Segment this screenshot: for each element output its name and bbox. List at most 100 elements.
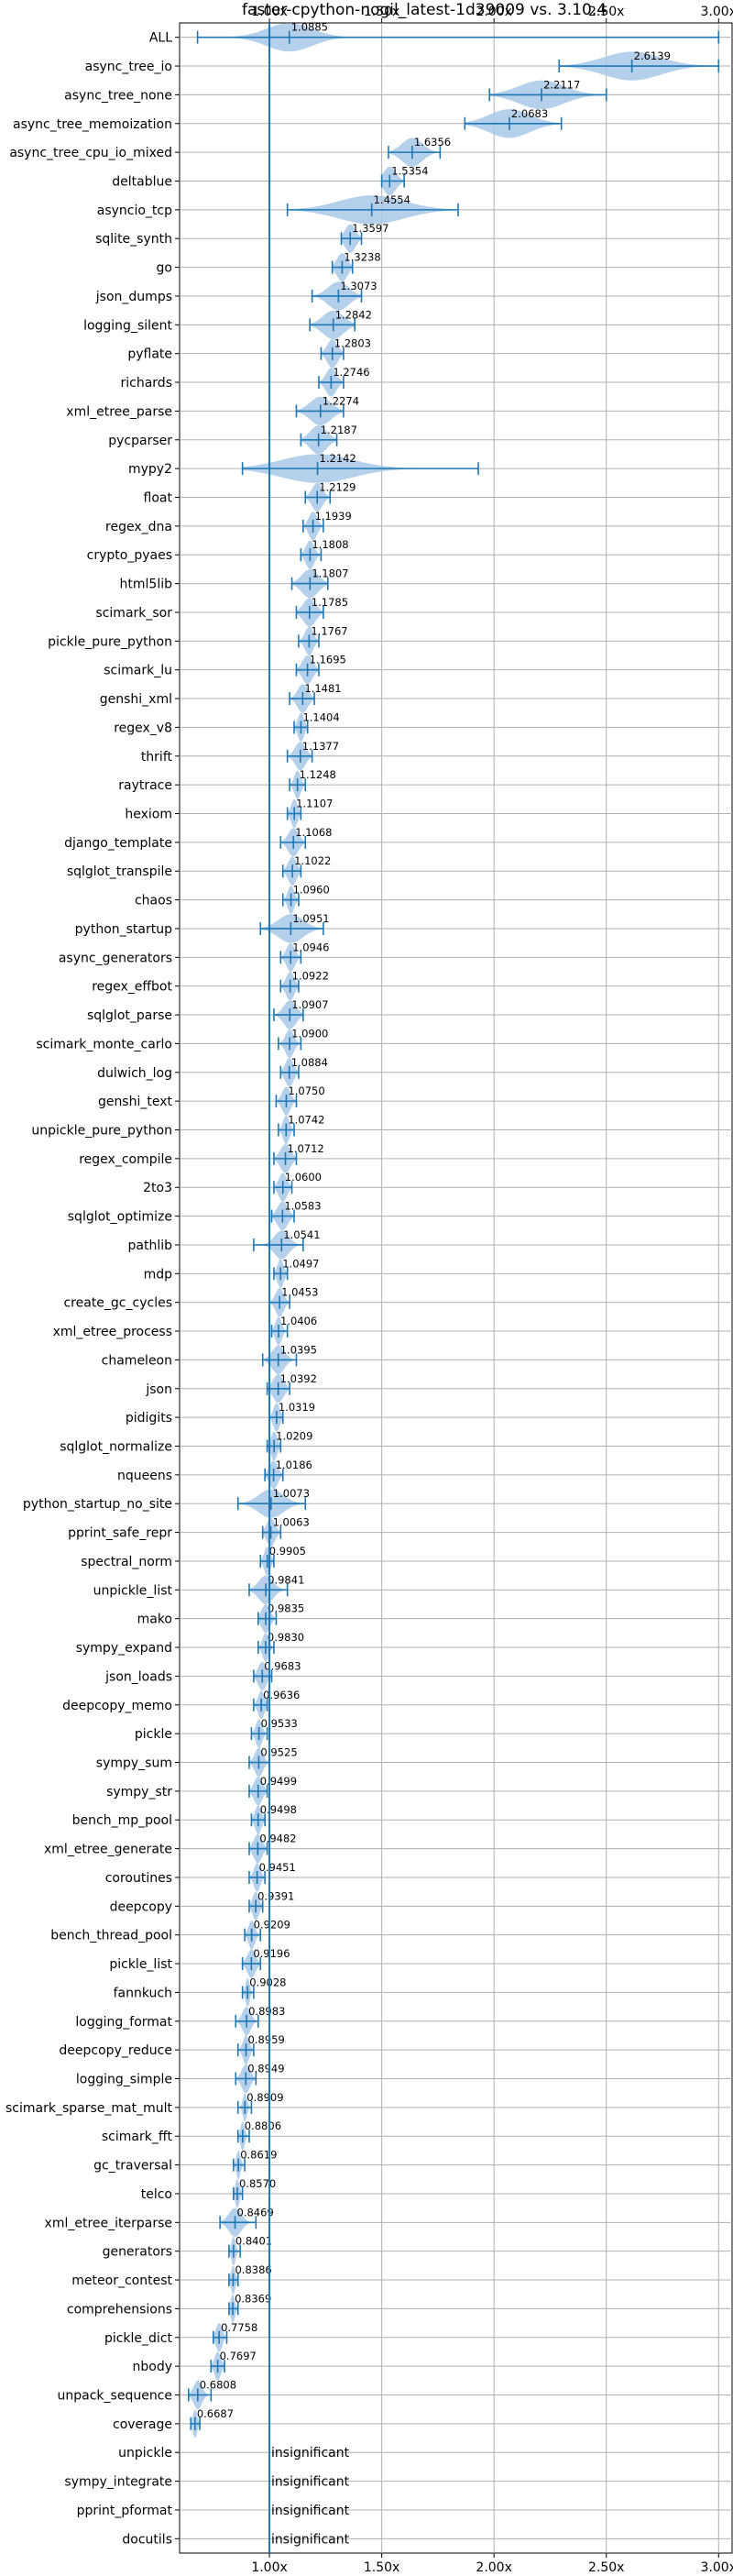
- violin-richards: 1.2746: [318, 366, 370, 397]
- benchmark-name: sympy_expand: [76, 1641, 172, 1656]
- benchmark-name: nbody: [133, 2360, 173, 2374]
- benchmark-name: json_loads: [104, 1669, 172, 1684]
- violin-genshi_xml: 1.1481: [289, 682, 342, 713]
- benchmark-name: generators: [103, 2245, 172, 2260]
- benchmark-name: unpickle_list: [93, 1583, 173, 1598]
- value-label: 1.1022: [294, 854, 331, 867]
- violin-unpack_sequence: 0.6808: [188, 2379, 236, 2410]
- benchmark-name: genshi_xml: [100, 692, 172, 707]
- violin-mypy2: 1.2142: [241, 452, 479, 483]
- value-label: 1.3073: [340, 280, 377, 292]
- benchmark-name: sqlite_synth: [95, 232, 172, 247]
- value-label: 1.0583: [284, 1200, 321, 1213]
- violin-meteor_contest: 0.8386: [228, 2263, 272, 2295]
- value-label: 1.0900: [291, 1027, 328, 1040]
- benchmark-name: async_tree_none: [64, 88, 172, 103]
- value-label: 0.6687: [197, 2407, 234, 2420]
- violin-coroutines: 0.9451: [248, 1861, 296, 1892]
- benchmark-name: async_tree_memoization: [13, 117, 172, 132]
- x-tick-label: 3.00x: [701, 5, 733, 19]
- violin-ALL: 1.0885: [196, 21, 720, 52]
- x-tick-label: 2.00x: [476, 2560, 511, 2575]
- violin-json: 1.0392: [266, 1372, 317, 1404]
- violin-python_startup: 1.0951: [259, 912, 330, 943]
- violin-regex_compile: 1.0712: [273, 1142, 324, 1173]
- violin-html5lib: 1.1807: [290, 567, 349, 599]
- benchmark-name: sqlglot_transpile: [67, 864, 172, 879]
- value-label: 1.0319: [279, 1401, 315, 1414]
- violin-logging_silent: 1.2842: [309, 308, 372, 339]
- value-label: 0.9683: [264, 1659, 301, 1672]
- benchmark-name: pickle_pure_python: [48, 634, 172, 649]
- value-label: 1.0946: [292, 941, 329, 953]
- value-label: 1.0884: [291, 1056, 328, 1069]
- benchmark-name: chaos: [135, 894, 172, 908]
- violin-async_tree_memoization: 2.0683: [464, 107, 563, 138]
- benchmark-name: 2to3: [143, 1181, 172, 1195]
- value-label: 0.9498: [260, 1803, 297, 1816]
- value-label: 1.1481: [304, 682, 341, 695]
- benchmark-name: xml_etree_generate: [44, 1843, 172, 1857]
- value-label: 1.0600: [285, 1171, 322, 1183]
- violin-sqlglot_transpile: 1.1022: [281, 854, 331, 886]
- benchmark-name: mako: [137, 1613, 172, 1627]
- violin-hexiom: 1.1107: [286, 798, 333, 829]
- violin-pickle_dict: 0.7758: [212, 2321, 257, 2352]
- benchmark-name: json_dumps: [95, 290, 172, 304]
- value-label: 0.8983: [248, 2005, 285, 2018]
- value-label: 0.8401: [235, 2235, 272, 2248]
- violin-thrift: 1.1377: [286, 740, 339, 771]
- violin-pickle_list: 0.9196: [241, 1947, 290, 1978]
- violin-bench_mp_pool: 0.9498: [250, 1803, 297, 1834]
- violin-scimark_monte_carlo: 1.0900: [278, 1027, 328, 1059]
- violin-chaos: 1.0960: [281, 884, 330, 915]
- benchmark-name: go: [157, 261, 172, 276]
- value-label: 1.0395: [280, 1343, 317, 1356]
- violin-logging_simple: 0.8949: [235, 2063, 285, 2094]
- violin-dulwich_log: 1.0884: [279, 1056, 328, 1087]
- violin-gc_traversal: 0.8619: [233, 2149, 277, 2180]
- violin-comprehensions: 0.8369: [228, 2292, 271, 2324]
- value-label: 0.9028: [249, 1976, 286, 1988]
- benchmark-name: nqueens: [117, 1469, 172, 1483]
- value-label: 1.1785: [312, 596, 348, 609]
- value-label: 1.1068: [295, 826, 332, 839]
- chart-title: faster-cpython-nogil_latest-1d39009 vs. …: [242, 1, 607, 19]
- value-label: 0.9482: [259, 1833, 296, 1845]
- violin-sqlglot_parse: 1.0907: [273, 998, 329, 1029]
- violin-unpickle_list: 0.9841: [248, 1573, 304, 1604]
- violins: 1.0885 2.6139 2.2117 2.0683 1.6356 1.5354 1.45…: [188, 21, 720, 2547]
- value-label: 0.9533: [261, 1717, 298, 1730]
- violin-logging_format: 0.8983: [235, 2005, 285, 2036]
- x-axis-bottom: 1.00x 1.50x 2.00x 2.50x 3.00x: [251, 2553, 733, 2575]
- violin-xml_etree_process: 1.0406: [270, 1315, 317, 1346]
- violin-python_startup_no_site: 1.0073: [236, 1487, 310, 1518]
- benchmark-name: coverage: [113, 2417, 172, 2432]
- violin-regex_effbot: 1.0922: [279, 970, 329, 1001]
- benchmark-name: sqlglot_optimize: [68, 1210, 172, 1225]
- benchmark-name: meteor_contest: [71, 2273, 172, 2288]
- benchmark-name: logging_format: [75, 2015, 172, 2030]
- violin-generators: 0.8401: [228, 2235, 272, 2266]
- benchmark-name: regex_compile: [79, 1152, 172, 1167]
- x-tick-label: 1.50x: [364, 2560, 399, 2575]
- value-label: 1.3597: [352, 222, 388, 235]
- violin-crypto_pyaes: 1.1808: [300, 538, 349, 569]
- value-label: 1.0885: [291, 21, 328, 34]
- violin-sqlglot_optimize: 1.0583: [270, 1200, 322, 1231]
- benchmark-name: gc_traversal: [93, 2159, 172, 2174]
- value-label: 1.2842: [335, 308, 372, 321]
- value-label: 1.1808: [312, 538, 348, 551]
- benchmark-name: unpickle_pure_python: [31, 1124, 172, 1139]
- benchmark-name: python_startup_no_site: [23, 1497, 172, 1512]
- benchmark-name: scimark_sor: [95, 606, 172, 621]
- value-label: 1.0907: [291, 998, 328, 1011]
- value-label: 1.2803: [334, 337, 371, 350]
- violin-scimark_fft: 0.8806: [236, 2119, 281, 2151]
- violin-mako: 0.9835: [257, 1602, 304, 1634]
- benchmark-name: async_tree_cpu_io_mixed: [9, 146, 172, 160]
- benchmark-name: pickle_list: [109, 1957, 172, 1972]
- benchmark-name: deltablue: [112, 175, 172, 190]
- value-label: 1.0960: [293, 884, 330, 897]
- insignificant-label: insignificant: [271, 2446, 350, 2460]
